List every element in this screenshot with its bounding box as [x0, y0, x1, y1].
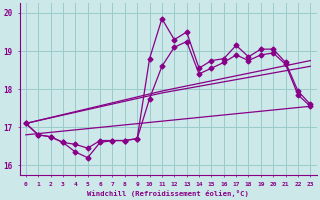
- X-axis label: Windchill (Refroidissement éolien,°C): Windchill (Refroidissement éolien,°C): [87, 190, 249, 197]
